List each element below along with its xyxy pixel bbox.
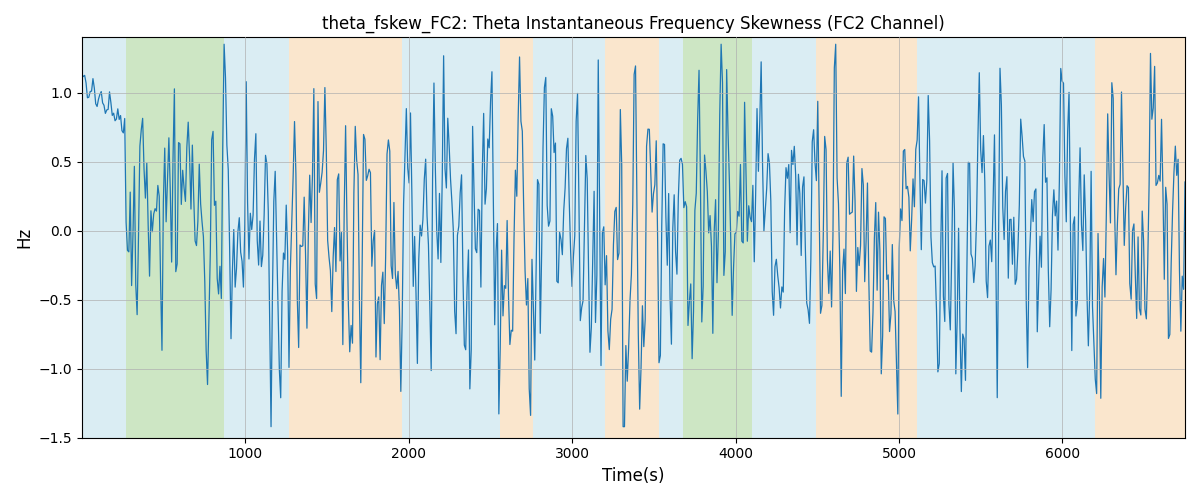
Bar — [224, 38, 289, 438]
Title: theta_fskew_FC2: Theta Instantaneous Frequency Skewness (FC2 Channel): theta_fskew_FC2: Theta Instantaneous Fre… — [322, 15, 944, 34]
Bar — [402, 38, 500, 438]
Bar — [683, 38, 752, 438]
Bar — [605, 38, 659, 438]
Bar — [917, 38, 1010, 438]
Bar — [82, 38, 126, 438]
Y-axis label: Hz: Hz — [14, 227, 32, 248]
Bar — [816, 38, 917, 438]
Bar — [1096, 38, 1186, 438]
Bar — [1010, 38, 1096, 438]
Bar — [659, 38, 683, 438]
Bar — [533, 38, 605, 438]
Bar — [500, 38, 533, 438]
Bar — [126, 38, 224, 438]
Bar — [752, 38, 816, 438]
X-axis label: Time(s): Time(s) — [602, 467, 665, 485]
Bar — [289, 38, 402, 438]
